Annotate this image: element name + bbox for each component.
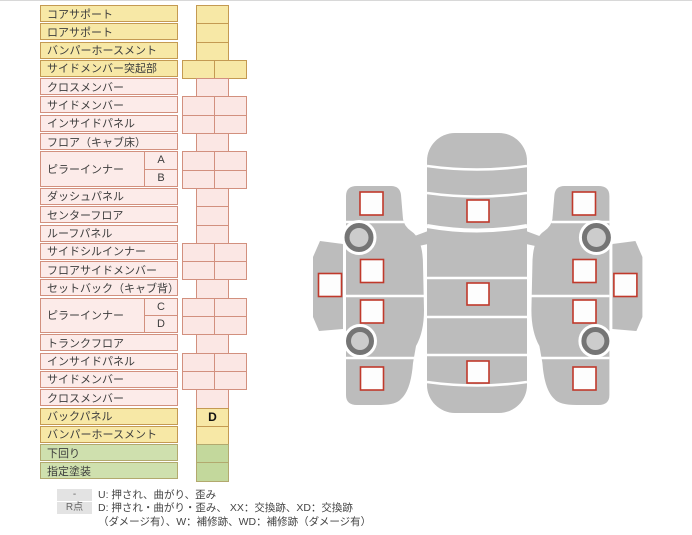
car-diagram bbox=[313, 133, 643, 413]
car-top-view bbox=[412, 133, 542, 413]
mark-cell[interactable] bbox=[182, 352, 247, 372]
wheel-front-right-hub bbox=[586, 228, 606, 247]
part-label: コアサポート bbox=[40, 5, 178, 22]
inspection-marker[interactable] bbox=[359, 299, 385, 324]
sub-part-label: C bbox=[145, 297, 178, 315]
part-label: ロアサポート bbox=[40, 23, 178, 41]
mark-column: D bbox=[182, 5, 248, 482]
legend-key-u: - bbox=[57, 489, 92, 501]
mark-cell[interactable]: D bbox=[196, 407, 229, 427]
sub-part-label: B bbox=[145, 168, 178, 187]
part-label: クロスメンバー bbox=[40, 389, 178, 407]
wheel-rear-right-hub bbox=[586, 332, 605, 350]
mark-cell[interactable] bbox=[196, 444, 229, 464]
legend-text-r2: （ダメージ有）、W：補修跡、WD：補修跡（ダメージ有） bbox=[98, 515, 372, 528]
inspection-marker[interactable] bbox=[359, 366, 385, 391]
inspection-marker[interactable] bbox=[466, 199, 490, 223]
mark-cell[interactable] bbox=[196, 224, 229, 244]
part-label: 下回り bbox=[40, 444, 178, 462]
part-label: ダッシュパネル bbox=[40, 187, 178, 205]
top-divider bbox=[0, 0, 692, 1]
mark-cell[interactable] bbox=[196, 389, 229, 409]
part-label: ピラーインナー bbox=[40, 297, 145, 334]
inspection-marker[interactable] bbox=[466, 282, 490, 306]
part-label: バンパーホースメント bbox=[40, 425, 178, 443]
mark-cell[interactable] bbox=[196, 462, 229, 482]
legend-row-r: R点 D: 押され・曲がり・歪み、 XX：交換跡、XD：交換跡 bbox=[57, 502, 371, 515]
mark-cell[interactable] bbox=[196, 41, 229, 61]
inspection-marker[interactable] bbox=[571, 191, 597, 216]
mark-cell[interactable] bbox=[182, 169, 247, 189]
part-label: トランクフロア bbox=[40, 334, 178, 352]
legend: - U: 押され、曲がり、歪み R点 D: 押され・曲がり・歪み、 XX：交換跡… bbox=[57, 489, 371, 529]
inspection-marker[interactable] bbox=[359, 191, 384, 216]
table-row-group: ピラーインナー C D bbox=[40, 297, 178, 334]
mark-cell[interactable] bbox=[182, 370, 247, 391]
mark-cell[interactable] bbox=[196, 78, 229, 98]
part-label: バックパネル bbox=[40, 407, 178, 425]
mark-cell[interactable] bbox=[196, 334, 229, 354]
part-label: フロア（キャブ床） bbox=[40, 133, 178, 151]
inspection-marker[interactable] bbox=[572, 299, 597, 324]
part-label: インサイドパネル bbox=[40, 114, 178, 132]
legend-text-u: U: 押され、曲がり、歪み bbox=[98, 489, 217, 501]
mark-cell[interactable] bbox=[196, 133, 229, 153]
inspection-marker[interactable] bbox=[572, 258, 597, 284]
part-label: インサイドパネル bbox=[40, 352, 178, 370]
part-label: センターフロア bbox=[40, 206, 178, 224]
legend-row-r-cont: （ダメージ有）、W：補修跡、WD：補修跡（ダメージ有） bbox=[57, 516, 371, 529]
part-label-column: コアサポート ロアサポート バンパーホースメント サイドメンバー突起部 クロスメンバーサ… bbox=[40, 5, 179, 481]
mark-cell[interactable] bbox=[182, 151, 247, 171]
part-label: サイドメンバー突起部 bbox=[40, 59, 178, 77]
mark-cell[interactable] bbox=[182, 96, 247, 116]
car-side-view-left bbox=[313, 186, 424, 405]
mark-cell[interactable] bbox=[196, 279, 229, 299]
inspection-marker[interactable] bbox=[359, 258, 385, 284]
mark-cell[interactable] bbox=[182, 297, 247, 318]
part-label: セットバック（キャブ背） bbox=[40, 279, 179, 297]
wheel-front-left-hub bbox=[349, 228, 369, 247]
part-label: サイドメンバー bbox=[40, 370, 178, 388]
mark-cell[interactable] bbox=[196, 187, 229, 208]
inspection-marker[interactable] bbox=[466, 360, 490, 384]
inspection-marker[interactable] bbox=[613, 272, 638, 298]
part-label: バンパーホースメント bbox=[40, 41, 178, 59]
mark-cell[interactable] bbox=[196, 5, 229, 25]
mark-cell[interactable] bbox=[182, 114, 247, 135]
wheel-rear-left-hub bbox=[351, 332, 369, 350]
legend-key-spacer bbox=[57, 516, 92, 528]
inspection-marker[interactable] bbox=[317, 272, 343, 298]
sub-part-label: D bbox=[145, 314, 178, 334]
legend-row-u: - U: 押され、曲がり、歪み bbox=[57, 489, 371, 502]
mark-cell[interactable] bbox=[182, 261, 247, 281]
legend-key-r: R点 bbox=[57, 502, 92, 515]
part-label: クロスメンバー bbox=[40, 78, 178, 96]
sub-part-label: A bbox=[145, 151, 178, 169]
mark-cell[interactable] bbox=[196, 206, 229, 226]
mark-cell[interactable] bbox=[182, 59, 247, 80]
legend-text-r1: D: 押され・曲がり・歪み、 XX：交換跡、XD：交換跡 bbox=[98, 502, 353, 515]
car-top-body bbox=[427, 133, 527, 413]
part-label: サイドシルインナー bbox=[40, 242, 178, 260]
mark-cell[interactable] bbox=[196, 23, 229, 43]
mark-cell[interactable] bbox=[182, 316, 247, 336]
part-label: フロアサイドメンバー bbox=[40, 261, 178, 279]
part-label: 指定塗装 bbox=[40, 462, 178, 480]
part-label: ルーフパネル bbox=[40, 224, 178, 242]
part-label: ピラーインナー bbox=[40, 151, 145, 187]
inspection-marker[interactable] bbox=[572, 366, 597, 391]
mark-cell[interactable] bbox=[182, 242, 247, 263]
table-row-group: ピラーインナー A B bbox=[40, 151, 178, 187]
part-label: サイドメンバー bbox=[40, 96, 178, 114]
mark-cell[interactable] bbox=[196, 425, 229, 446]
